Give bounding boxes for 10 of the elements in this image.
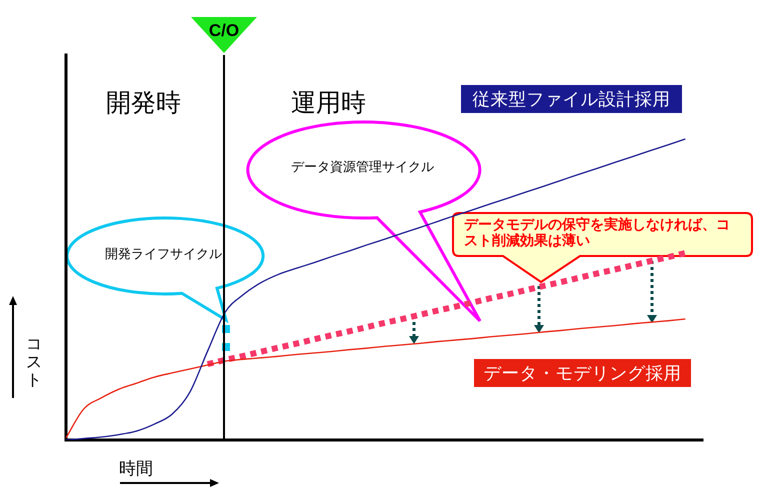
series-label: 従来型ファイル設計採用 (472, 89, 670, 111)
series-label: データ・モデリング採用 (484, 363, 682, 385)
text: 開発時 (106, 88, 181, 117)
annotation: データ資源管理サイクル (291, 160, 434, 175)
x-axis-title: 時間 (119, 459, 153, 479)
y-axis-title: コスト (25, 334, 43, 389)
annotation: データモデルの保守を実施しなければ、コスト削減効果は薄い (464, 217, 731, 249)
text: 運用時 (291, 88, 366, 117)
annotation: 開発ライフサイクル (105, 247, 222, 262)
text: C/O (208, 21, 240, 40)
